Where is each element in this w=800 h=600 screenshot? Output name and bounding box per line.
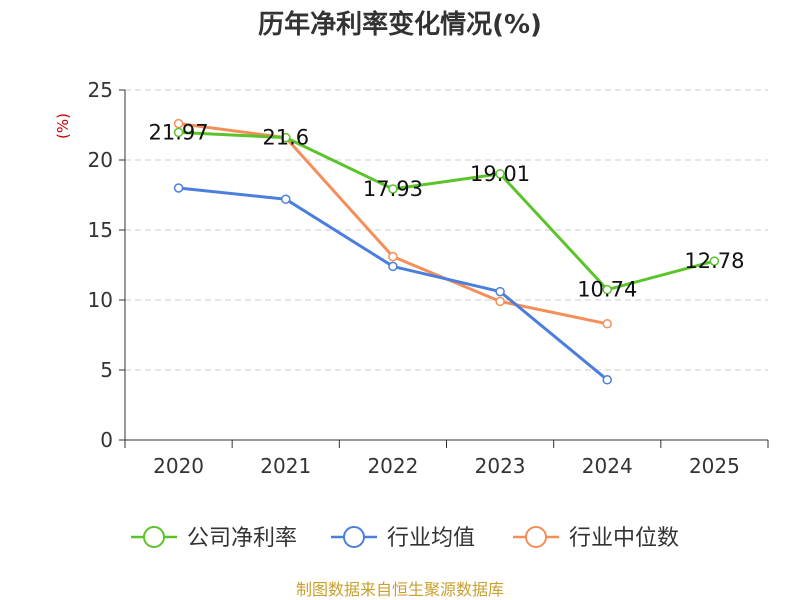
point-s2-2020: [173, 183, 184, 193]
x-tick-label-2021: 2021: [260, 454, 311, 478]
series-1: [173, 127, 720, 295]
point-s3-2023: [495, 296, 505, 307]
x-tick-label-2024: 2024: [582, 454, 633, 478]
chart-title: 历年净利率变化情况(%): [258, 9, 542, 40]
x-tick-label-2020: 2020: [153, 454, 204, 478]
legend-label-2: 行业均值: [387, 526, 475, 551]
legend-item-2: 行业均值: [331, 526, 475, 551]
legend: 公司净利率 行业均值 行业中位数: [131, 526, 679, 551]
data-label-2021: 21.6: [262, 126, 309, 150]
legend-label-3: 行业中位数: [569, 526, 679, 551]
x-tick-label-2023: 2023: [475, 454, 526, 478]
data-label-layer: 21.97 21.6 17.93 19.01 10.74 12.78: [149, 120, 745, 301]
y-tick-label-10: 10: [88, 288, 113, 312]
point-s2-2023: [495, 286, 505, 297]
x-tick-label-2022: 2022: [367, 454, 418, 478]
series-line-2: [178, 186, 609, 381]
x-tick-label-2025: 2025: [689, 454, 740, 478]
data-label-2023: 19.01: [470, 162, 530, 186]
y-tick-label-20: 20: [88, 148, 113, 172]
point-s1-2023: [495, 169, 505, 179]
y-tick-label-0: 0: [100, 428, 113, 452]
point-s2-2024: [602, 375, 612, 385]
point-s3-2022: [388, 251, 398, 262]
data-label-2024: 10.74: [577, 278, 637, 302]
point-s1-2025: [709, 256, 720, 266]
y-axis-label: (%): [54, 113, 72, 139]
data-label-2022: 17.93: [363, 177, 423, 201]
point-s2-2022: [388, 261, 398, 272]
series-line-3: [178, 122, 608, 326]
series-layer: [173, 118, 720, 385]
point-s1-2020: [173, 127, 184, 138]
y-tick-label-15: 15: [88, 218, 113, 242]
series-line-1: [178, 130, 715, 292]
legend-marker-2: [343, 526, 365, 548]
data-label-2025: 12.78: [684, 249, 744, 273]
point-s1-2022: [388, 184, 398, 194]
legend-marker-1: [143, 526, 165, 548]
point-s1-2021: [281, 132, 291, 143]
data-label-2020: 21.97: [149, 120, 209, 144]
legend-label-1: 公司净利率: [187, 526, 297, 551]
series-2: [173, 183, 612, 385]
legend-item-3: 行业中位数: [513, 526, 679, 551]
source-note: 制图数据来自恒生聚源数据库: [296, 580, 504, 599]
point-s2-2021: [281, 194, 291, 204]
legend-item-1: 公司净利率: [131, 526, 297, 551]
legend-marker-3: [525, 526, 547, 548]
point-s1-2024: [602, 284, 612, 295]
y-tick-label-25: 25: [88, 78, 113, 102]
point-s3-2024: [602, 319, 612, 329]
point-s3-2020: [173, 118, 184, 129]
grid-layer: [125, 89, 768, 371]
y-tick-label-5: 5: [100, 358, 113, 382]
